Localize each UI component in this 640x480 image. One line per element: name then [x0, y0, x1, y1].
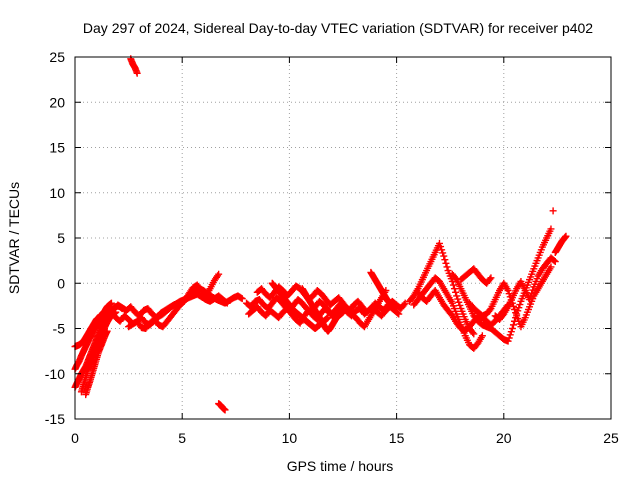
series-rising-strand: [367, 268, 401, 313]
data-point: [393, 305, 401, 313]
data-point: [435, 239, 443, 247]
data-point: [469, 329, 477, 337]
data-point: [508, 325, 516, 332]
data-point: [509, 321, 517, 329]
data-point: [550, 257, 558, 265]
data-point: [505, 334, 513, 342]
data-point: [456, 301, 464, 309]
x-tick-label: 0: [71, 430, 79, 446]
data-point: [395, 310, 403, 318]
data-point: [238, 295, 246, 303]
data-point: [515, 304, 523, 312]
data-point: [394, 309, 402, 317]
data-point: [324, 314, 332, 322]
y-tick-label: 10: [49, 185, 65, 201]
data-point: [400, 301, 408, 309]
y-tick-label: 25: [49, 49, 65, 65]
y-tick-label: 20: [49, 94, 65, 110]
series-upper-sliver: [127, 55, 141, 77]
series-tail-f: [465, 263, 555, 331]
data-point: [547, 225, 555, 233]
data-point: [221, 406, 229, 414]
x-tick-label: 10: [282, 430, 298, 446]
data-point: [486, 275, 494, 283]
chart-title: Day 297 of 2024, Sidereal Day-to-day VTE…: [83, 20, 593, 36]
data-point: [103, 327, 111, 335]
data-point: [470, 330, 478, 338]
data-point: [133, 69, 141, 77]
series-descent-a: [268, 279, 332, 332]
y-tick-label: -10: [45, 366, 65, 382]
y-tick-label: -5: [53, 321, 66, 337]
data-point: [504, 286, 512, 294]
data-point: [526, 296, 534, 304]
data-point: [438, 246, 446, 254]
data-point: [452, 274, 460, 282]
x-tick-label: 25: [603, 430, 619, 446]
data-point: [215, 270, 223, 278]
data-point: [487, 274, 495, 282]
x-tick-label: 15: [389, 430, 405, 446]
series-early-recovery-c: [71, 311, 105, 351]
data-point: [507, 328, 515, 336]
grid-lines: [75, 57, 611, 419]
series-lower-sliver: [215, 400, 229, 414]
data-point: [529, 286, 537, 294]
x-tick-label: 5: [178, 430, 186, 446]
data-point: [443, 263, 451, 271]
y-tick-label: 0: [57, 275, 65, 291]
data-point: [551, 258, 559, 266]
data-point: [401, 299, 409, 307]
data-point: [441, 256, 449, 264]
series-descent-b: [298, 285, 347, 335]
data-point: [452, 288, 460, 296]
data-point: [549, 207, 557, 215]
y-tick-label: 15: [49, 140, 65, 156]
data-point: [97, 311, 105, 319]
series-tail-e: [457, 265, 495, 287]
data-point: [562, 232, 570, 240]
series-late-strand: [551, 232, 570, 256]
data-point: [511, 305, 519, 313]
data-point: [506, 331, 514, 339]
data-point: [214, 272, 222, 280]
series-outlier: [549, 207, 557, 215]
data-point: [440, 252, 448, 260]
data-point: [528, 289, 536, 297]
data-point: [439, 249, 447, 257]
data-point: [547, 263, 555, 271]
x-axis-label: GPS time / hours: [287, 458, 394, 474]
data-point: [453, 292, 461, 300]
data-point: [449, 281, 457, 289]
data-point: [107, 299, 115, 307]
x-tick-label: 20: [496, 430, 512, 446]
series-band-3: [125, 270, 223, 332]
y-axis-label: SDTVAR / TECUs: [6, 182, 22, 294]
data-point: [437, 243, 445, 251]
data-point: [339, 308, 347, 316]
data-point: [504, 337, 512, 345]
data-point: [527, 292, 535, 300]
data-point: [478, 332, 486, 340]
data-point: [442, 259, 450, 267]
data-point: [454, 295, 462, 303]
y-tick-label: -15: [45, 411, 65, 427]
axis-ticks: [74, 56, 612, 420]
data-point: [516, 301, 524, 309]
series-early-recovery-e: [82, 327, 111, 399]
data-point: [486, 306, 494, 314]
data-point: [512, 309, 520, 317]
y-tick-label: 5: [57, 230, 65, 246]
series-tail-a: [405, 239, 478, 338]
data-point: [450, 285, 458, 293]
tick-labels: 0 5 10 15 20 25 -15 -10 -5 0 5 10 15 20 25: [45, 49, 619, 446]
series-tail-g: [491, 254, 559, 323]
data-point: [455, 298, 463, 306]
data-points: [71, 55, 570, 414]
